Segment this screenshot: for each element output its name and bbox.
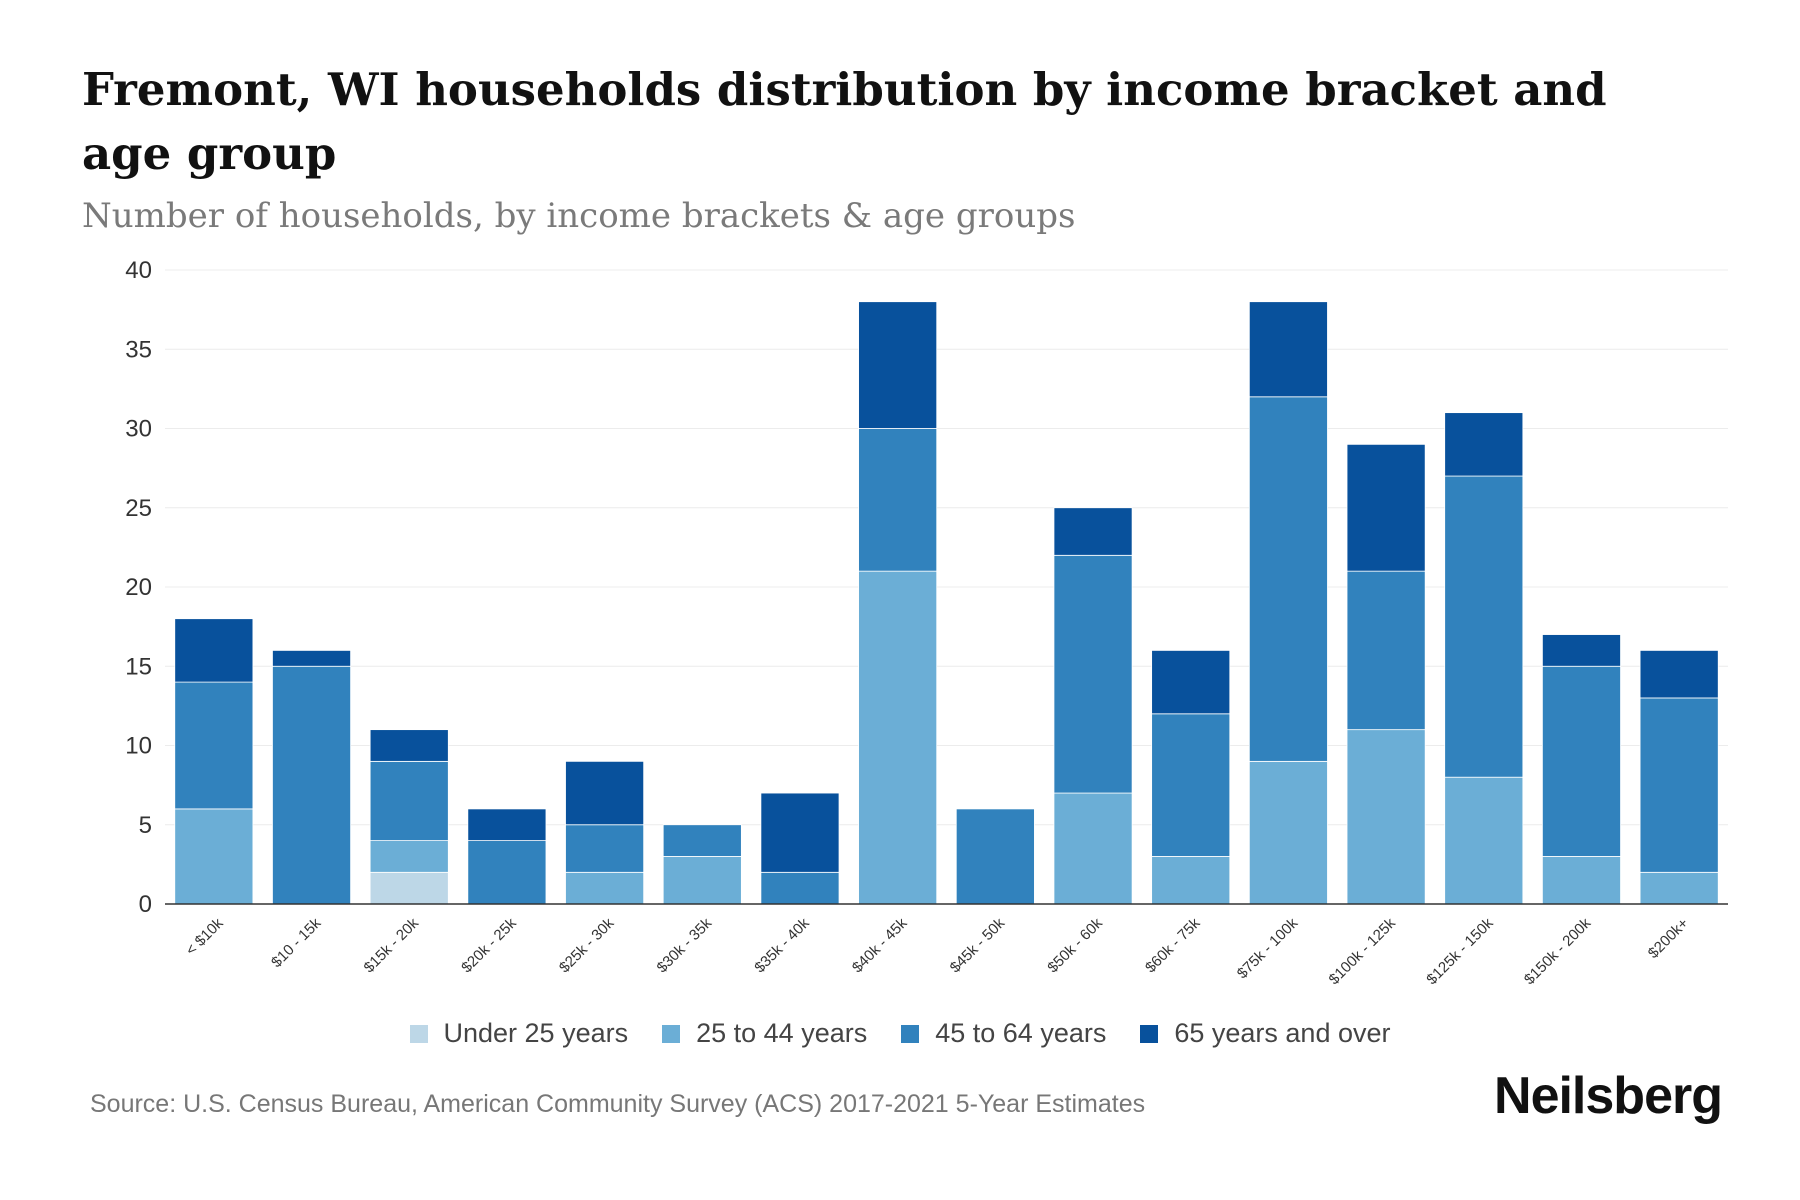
legend-item: 45 to 64 years [901, 1018, 1106, 1049]
x-tick-label: $45k - 50k [947, 914, 1009, 976]
bars [174, 301, 1719, 905]
bar-segment [1346, 443, 1426, 572]
legend-label: Under 25 years [443, 1018, 629, 1048]
x-tick-label: < $10k [183, 914, 228, 959]
bar-segment [1151, 856, 1231, 905]
bar-segment [565, 824, 645, 873]
legend-label: 25 to 44 years [696, 1018, 868, 1048]
stacked-bar-chart: 0 5 10 15 20 25 30 35 40 < $10k $10 - 15k $15k - 2… [125, 257, 1728, 988]
bar-segment [1346, 729, 1426, 905]
bar-segment [858, 301, 938, 429]
legend-swatch [901, 1024, 920, 1043]
x-tick-label: $25k - 30k [556, 914, 618, 976]
x-tick-label: $20k - 25k [458, 914, 520, 976]
bar-segment [369, 729, 449, 762]
bar-segment [1151, 713, 1231, 857]
bar-segment [955, 808, 1035, 905]
y-tick-label: 15 [125, 653, 152, 680]
bar-segment [1248, 760, 1328, 905]
y-tick-label: 30 [125, 416, 152, 443]
x-axis-labels: < $10k $10 - 15k $15k - 20k $20k - 25k $25k … [183, 914, 1693, 988]
bar-segment [1444, 475, 1524, 778]
legend-swatch [1140, 1024, 1159, 1043]
x-tick-label: $35k - 40k [751, 914, 813, 976]
bar-segment [565, 760, 645, 826]
bar-segment [1151, 650, 1231, 715]
bar-segment [1541, 665, 1621, 857]
y-axis-ticks: 0 5 10 15 20 25 30 35 40 [125, 257, 152, 918]
chart-title: Fremont, WI households distribution by i… [82, 63, 1607, 180]
x-tick-label: $75k - 100k [1234, 914, 1302, 982]
x-tick-label: $60k - 75k [1142, 914, 1204, 976]
chart-subtitle: Number of households, by income brackets… [82, 196, 1076, 236]
bar-segment [1639, 871, 1719, 905]
bar-segment [1053, 554, 1133, 794]
legend-item: Under 25 years [409, 1018, 629, 1049]
x-tick-label: $30k - 35k [654, 914, 716, 976]
y-tick-label: 0 [139, 891, 152, 918]
bar-segment [662, 856, 742, 905]
bar-segment [272, 665, 352, 905]
bar-segment [1444, 412, 1524, 477]
bar-segment [369, 840, 449, 873]
legend-item: 65 years and over [1140, 1018, 1391, 1049]
source-note: Source: U.S. Census Bureau, American Com… [90, 1090, 1146, 1118]
y-tick-label: 35 [125, 336, 152, 363]
bar-segment [467, 808, 547, 842]
bar-segment [1541, 856, 1621, 905]
bar-segment [1639, 697, 1719, 873]
bar-segment [1639, 650, 1719, 699]
bar-segment [369, 760, 449, 841]
bar-segment [760, 871, 840, 905]
bar-segment [174, 618, 254, 683]
y-tick-label: 25 [125, 495, 152, 522]
x-tick-label: $50k - 60k [1044, 914, 1106, 976]
x-tick-label: $100k - 125k [1326, 914, 1400, 988]
y-tick-label: 10 [125, 733, 152, 760]
y-tick-label: 40 [125, 257, 152, 284]
bar-segment [858, 428, 938, 572]
bar-segment [467, 840, 547, 905]
bar-segment [565, 871, 645, 905]
bar-segment [662, 824, 742, 857]
x-tick-label: $10 - 15k [268, 914, 325, 971]
bar-segment [1053, 507, 1133, 556]
legend: Under 25 years 25 to 44 years 45 to 64 yea… [0, 1018, 1800, 1049]
x-tick-label: $150k - 200k [1521, 914, 1595, 988]
legend-swatch [662, 1024, 681, 1043]
bar-segment [1248, 396, 1328, 762]
bar-segment [858, 570, 938, 905]
bar-segment [1346, 570, 1426, 731]
y-tick-label: 20 [125, 574, 152, 601]
bar-segment [1444, 776, 1524, 905]
legend-swatch [409, 1024, 428, 1043]
brand-logo: Neilsberg [1494, 1067, 1723, 1125]
legend-label: 45 to 64 years [935, 1018, 1107, 1048]
bar-segment [369, 871, 449, 905]
x-tick-label: $40k - 45k [849, 914, 911, 976]
bar-segment [760, 792, 840, 873]
bar-segment [174, 808, 254, 905]
bar-segment [174, 681, 254, 810]
bar-segment [272, 650, 352, 667]
x-tick-label: $15k - 20k [360, 914, 422, 976]
x-tick-label: $200k+ [1645, 915, 1692, 962]
bar-segment [1053, 792, 1133, 905]
legend-label: 65 years and over [1174, 1018, 1391, 1048]
bar-segment [1541, 634, 1621, 667]
y-tick-label: 5 [139, 812, 152, 839]
x-tick-label: $125k - 150k [1423, 914, 1497, 988]
legend-item: 25 to 44 years [662, 1018, 867, 1049]
bar-segment [1248, 301, 1328, 398]
